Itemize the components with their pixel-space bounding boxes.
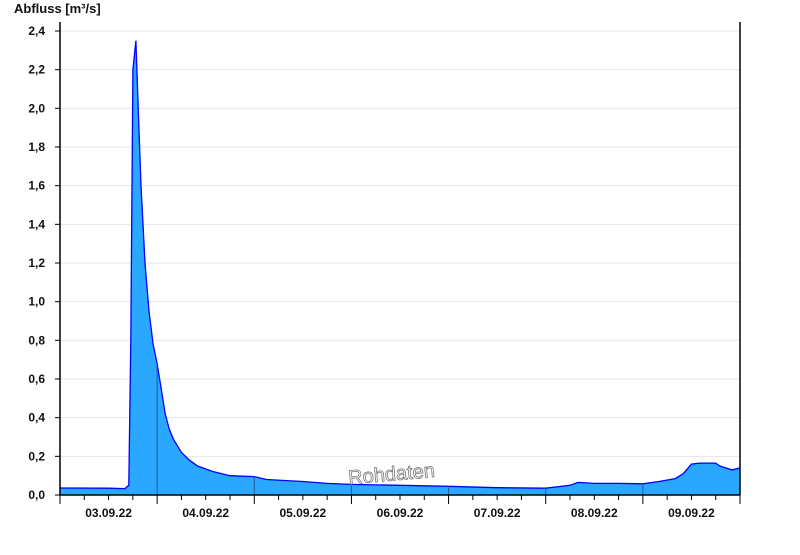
watermark: Rohdaten xyxy=(347,460,435,489)
y-tick-label: 0,4 xyxy=(28,411,45,425)
y-axis-title: Abfluss [m³/s] xyxy=(14,1,101,16)
x-tick-label: 03.09.22 xyxy=(85,506,132,520)
y-ticks: 0,0 0,2 0,4 0,6 0,8 1,0 1,2 1,4 1,6 1,8 2,0 2,2 2,4 xyxy=(28,24,60,502)
y-tick-label: 1,4 xyxy=(28,217,45,231)
x-tick-label: 08.09.22 xyxy=(571,506,618,520)
y-tick-label: 1,8 xyxy=(28,140,45,154)
y-tick-label: 0,6 xyxy=(28,372,45,386)
x-tick-label: 07.09.22 xyxy=(474,506,521,520)
y-tick-label: 2,0 xyxy=(28,101,45,115)
x-ticks: 03.09.22 04.09.22 05.09.22 06.09.22 07.09.22… xyxy=(59,22,741,520)
x-tick-label: 06.09.22 xyxy=(377,506,424,520)
x-tick-label: 04.09.22 xyxy=(182,506,229,520)
area-fill xyxy=(60,40,740,495)
x-tick-label: 09.09.22 xyxy=(668,506,715,520)
y-tick-label: 1,6 xyxy=(28,179,45,193)
x-tick-label: 05.09.22 xyxy=(279,506,326,520)
y-tick-label: 0,0 xyxy=(28,488,45,502)
y-tick-label: 1,2 xyxy=(28,256,45,270)
y-tick-label: 0,8 xyxy=(28,333,45,347)
series-area xyxy=(59,40,741,495)
y-tick-label: 0,2 xyxy=(28,449,45,463)
y-tick-label: 1,0 xyxy=(28,295,45,309)
y-tick-label: 2,4 xyxy=(28,24,45,38)
gridlines xyxy=(60,30,740,457)
y-tick-label: 2,2 xyxy=(28,63,45,77)
